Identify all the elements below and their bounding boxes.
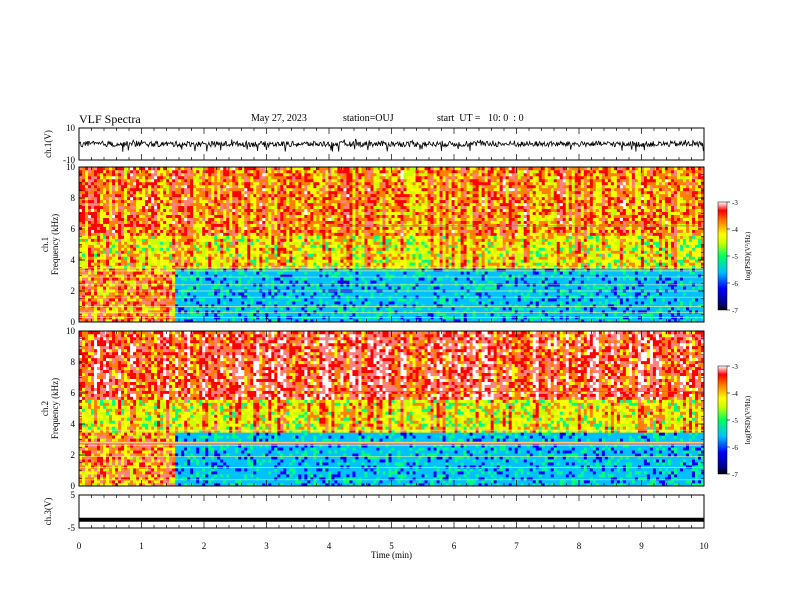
- y-tick-label: 10: [66, 162, 76, 172]
- x-tick-label: 0: [77, 541, 82, 551]
- y-tick-label: 5: [71, 490, 76, 500]
- colorbar-tick-label: -3: [732, 363, 738, 371]
- y-tick-label: -5: [68, 523, 76, 533]
- y-axis-label: ch.2: [40, 401, 50, 416]
- colorbar-tick-label: -6: [732, 280, 738, 288]
- y-tick-label: 8: [71, 193, 76, 203]
- y-tick-label: 4: [71, 255, 76, 265]
- x-axis-label: Time (min): [371, 550, 412, 560]
- x-tick-label: 2: [202, 541, 207, 551]
- y-tick-label: 0: [71, 317, 76, 327]
- y-tick-label: -10: [63, 155, 75, 165]
- x-tick-label: 3: [264, 541, 269, 551]
- y-tick-label: 8: [71, 357, 76, 367]
- station-label: station=OUJ: [343, 113, 394, 124]
- y-tick-label: 6: [71, 388, 76, 398]
- start-time-label: start UT = 10: 0 : 0: [437, 113, 524, 124]
- y-tick-label: 6: [71, 224, 76, 234]
- colorbar: [717, 365, 728, 475]
- x-tick-label: 6: [452, 541, 457, 551]
- y-axis-label: ch.1(V): [43, 130, 53, 158]
- y-tick-label: 10: [66, 326, 76, 336]
- figure-title: VLF Spectra: [79, 112, 141, 127]
- colorbar-tick-label: -5: [732, 253, 738, 261]
- colorbar-tick-label: -7: [732, 471, 738, 479]
- colorbar-tick-label: -4: [732, 226, 738, 234]
- y-tick-label: 0: [71, 481, 76, 491]
- colorbar-tick-label: -4: [732, 390, 738, 398]
- ch3-trace-line: [79, 517, 704, 522]
- x-tick-label: 4: [327, 541, 332, 551]
- date-label: May 27, 2023: [251, 113, 307, 124]
- x-tick-label: 10: [700, 541, 710, 551]
- x-tick-label: 1: [139, 541, 144, 551]
- y-axis-label: ch.3(V): [43, 498, 53, 526]
- colorbar-tick-label: -7: [732, 307, 738, 315]
- x-tick-label: 7: [514, 541, 519, 551]
- x-tick-label: 5: [389, 541, 394, 551]
- y-tick-label: 10: [66, 123, 76, 133]
- y-axis-label: Frequency (kHz): [50, 214, 60, 275]
- spectrogram-ch2: [79, 331, 705, 487]
- y-axis-label: Frequency (kHz): [50, 378, 60, 439]
- spectrogram-ch1: [79, 167, 705, 323]
- y-tick-label: 2: [71, 286, 76, 296]
- colorbar-label: log(PSD)(V²/Hz): [744, 395, 752, 444]
- colorbar-tick-label: -6: [732, 444, 738, 452]
- colorbar-tick-label: -5: [732, 417, 738, 425]
- y-axis-label: ch.1: [40, 237, 50, 252]
- y-tick-label: 2: [71, 450, 76, 460]
- y-tick-label: 4: [71, 419, 76, 429]
- colorbar-tick-label: -3: [732, 199, 738, 207]
- colorbar: [717, 201, 728, 311]
- ch1-waveform-line: [78, 138, 705, 152]
- x-tick-label: 9: [639, 541, 644, 551]
- colorbar-label: log(PSD)(V²/Hz): [744, 231, 752, 280]
- x-tick-label: 8: [577, 541, 582, 551]
